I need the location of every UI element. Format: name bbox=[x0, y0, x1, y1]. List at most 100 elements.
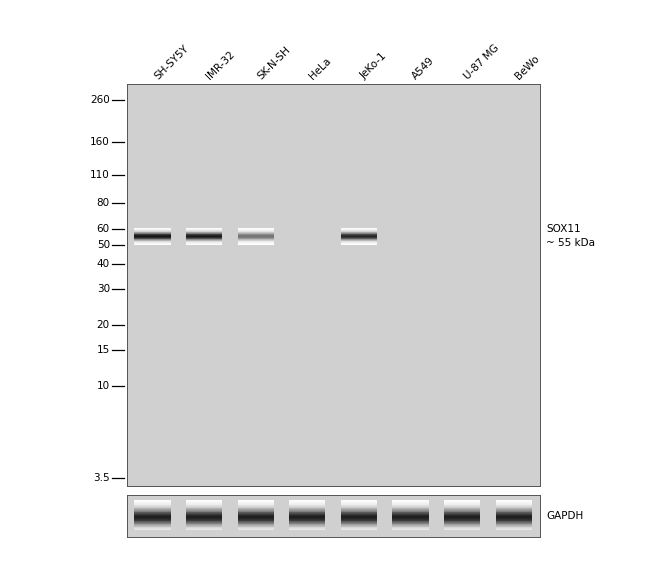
Bar bbox=[186, 527, 222, 528]
Bar bbox=[186, 509, 222, 510]
Text: 40: 40 bbox=[97, 259, 110, 269]
Bar bbox=[289, 517, 326, 518]
Bar bbox=[496, 506, 532, 507]
Bar bbox=[238, 514, 274, 515]
Bar bbox=[186, 506, 222, 507]
Bar bbox=[238, 513, 274, 514]
Bar bbox=[238, 522, 274, 523]
Bar bbox=[341, 529, 377, 530]
Bar bbox=[238, 527, 274, 528]
Bar bbox=[135, 510, 170, 511]
Bar bbox=[341, 502, 377, 503]
Bar bbox=[444, 500, 480, 501]
Bar bbox=[186, 514, 222, 515]
Bar bbox=[393, 523, 428, 524]
Text: ~ 55 kDa: ~ 55 kDa bbox=[546, 238, 595, 248]
Text: 110: 110 bbox=[90, 170, 110, 180]
Bar bbox=[393, 520, 428, 522]
Bar bbox=[444, 522, 480, 523]
Bar bbox=[341, 507, 377, 509]
Bar bbox=[186, 520, 222, 522]
Bar bbox=[238, 510, 274, 511]
Bar bbox=[238, 501, 274, 502]
Bar bbox=[444, 509, 480, 510]
Bar bbox=[341, 511, 377, 513]
Bar bbox=[341, 523, 377, 524]
Bar bbox=[186, 522, 222, 523]
Bar bbox=[444, 501, 480, 502]
Bar bbox=[238, 505, 274, 506]
Text: 260: 260 bbox=[90, 95, 110, 105]
Bar bbox=[496, 525, 532, 526]
Bar bbox=[186, 508, 222, 509]
Bar bbox=[393, 517, 428, 518]
Bar bbox=[289, 522, 326, 523]
Bar bbox=[341, 516, 377, 517]
Bar bbox=[135, 501, 170, 502]
Bar bbox=[289, 510, 326, 511]
Bar bbox=[341, 519, 377, 520]
Bar bbox=[186, 501, 222, 502]
Bar bbox=[186, 502, 222, 503]
Text: 50: 50 bbox=[97, 239, 110, 250]
Bar bbox=[496, 522, 532, 523]
Bar bbox=[238, 500, 274, 501]
Bar bbox=[186, 512, 222, 513]
Bar bbox=[393, 521, 428, 522]
Bar bbox=[135, 525, 170, 526]
Bar bbox=[135, 524, 170, 525]
Bar bbox=[289, 518, 326, 519]
Bar bbox=[186, 516, 222, 518]
Bar bbox=[393, 500, 428, 501]
Bar bbox=[393, 529, 428, 530]
Bar bbox=[496, 514, 532, 515]
Bar bbox=[341, 525, 377, 527]
Bar bbox=[289, 501, 326, 502]
Bar bbox=[393, 505, 428, 506]
Bar bbox=[186, 529, 222, 531]
Text: 30: 30 bbox=[97, 284, 110, 294]
Bar bbox=[393, 519, 428, 520]
Bar bbox=[393, 513, 428, 514]
Bar bbox=[444, 508, 480, 509]
Bar bbox=[496, 513, 532, 514]
Bar bbox=[496, 517, 532, 518]
Bar bbox=[289, 521, 326, 522]
Bar bbox=[135, 509, 170, 510]
Bar bbox=[444, 504, 480, 505]
Bar bbox=[289, 528, 326, 529]
Bar bbox=[444, 527, 480, 528]
Bar bbox=[135, 525, 170, 527]
Bar bbox=[186, 504, 222, 505]
Bar bbox=[135, 510, 170, 511]
Bar bbox=[186, 525, 222, 526]
Bar bbox=[393, 501, 428, 502]
Bar bbox=[341, 523, 377, 524]
Bar bbox=[238, 529, 274, 530]
Bar bbox=[444, 523, 480, 524]
Bar bbox=[444, 516, 480, 518]
Bar bbox=[135, 504, 170, 505]
Bar bbox=[238, 517, 274, 518]
Text: SK-N-SH: SK-N-SH bbox=[255, 45, 292, 81]
Bar bbox=[135, 507, 170, 509]
Bar bbox=[238, 508, 274, 509]
Text: 15: 15 bbox=[97, 346, 110, 355]
Bar bbox=[289, 520, 326, 522]
Bar bbox=[393, 503, 428, 504]
Bar bbox=[444, 501, 480, 502]
Text: A549: A549 bbox=[411, 55, 437, 81]
Bar bbox=[341, 512, 377, 513]
Bar bbox=[341, 529, 377, 531]
Bar bbox=[289, 507, 326, 509]
Bar bbox=[496, 501, 532, 502]
Bar bbox=[238, 516, 274, 517]
Bar bbox=[393, 502, 428, 503]
Bar bbox=[289, 516, 326, 517]
Bar bbox=[444, 513, 480, 514]
Bar bbox=[135, 515, 170, 516]
Bar bbox=[135, 511, 170, 513]
Bar bbox=[496, 524, 532, 525]
Bar bbox=[289, 516, 326, 518]
Bar bbox=[341, 515, 377, 516]
